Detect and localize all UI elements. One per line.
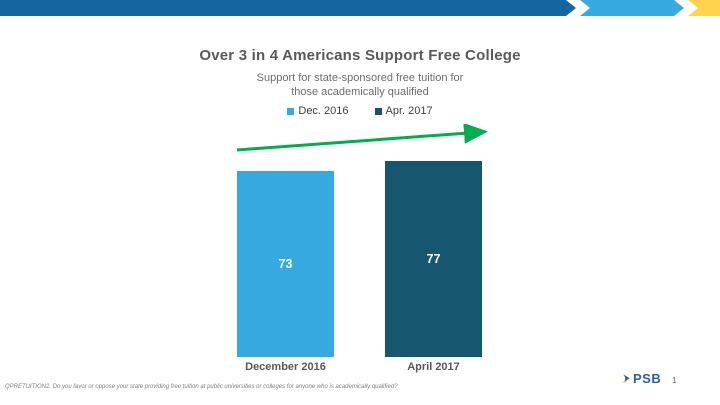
legend-label: Apr. 2017 <box>385 105 433 117</box>
chart-legend: Dec. 2016 Apr. 2017 <box>0 105 720 117</box>
trend-arrow <box>236 124 488 152</box>
page-number: 1 <box>672 376 677 385</box>
bar: 73 <box>237 171 334 357</box>
psb-logo: PSB <box>620 371 661 386</box>
slide-subtitle: Support for state-sponsored free tuition… <box>256 72 464 98</box>
slide-title: Over 3 in 4 Americans Support Free Colle… <box>199 47 521 64</box>
psb-logo-text: PSB <box>633 371 662 386</box>
topbar-segment-dark <box>0 0 576 16</box>
topbar-segment-light <box>580 0 684 16</box>
category-label-april-2017: April 2017 <box>407 361 460 373</box>
category-label-december-2016: December 2016 <box>245 361 326 373</box>
legend-label: Dec. 2016 <box>298 105 349 117</box>
topbar-segment-yellow <box>688 0 720 16</box>
legend-item-dec-2016: Dec. 2016 <box>287 105 349 117</box>
bar-value-label: 73 <box>278 257 293 271</box>
legend-swatch <box>287 107 295 115</box>
survey-question-footnote: QPRETUITION2. Do you favor or oppose you… <box>5 384 398 390</box>
bar: 77 <box>385 161 482 357</box>
legend-item-apr-2017: Apr. 2017 <box>374 105 433 117</box>
psb-logo-icon <box>621 374 630 384</box>
legend-swatch <box>374 107 382 115</box>
bar-value-label: 77 <box>426 252 441 266</box>
